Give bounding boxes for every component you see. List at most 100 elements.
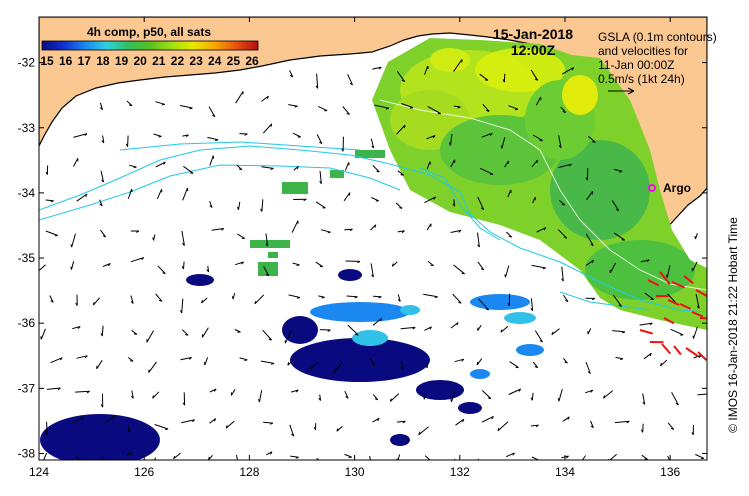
velocity-arrow	[453, 105, 461, 108]
velocity-arrow	[180, 105, 193, 109]
velocity-arrow-head	[400, 366, 404, 370]
velocity-arrow	[127, 135, 129, 147]
velocity-arrow-head	[401, 230, 405, 234]
velocity-arrow-head	[409, 107, 413, 109]
velocity-arrow-head	[480, 207, 484, 211]
velocity-arrow-head	[77, 326, 81, 329]
velocity-arrow	[100, 229, 107, 238]
velocity-arrow-head	[427, 65, 429, 70]
velocity-arrow-head	[244, 359, 248, 362]
velocity-arrow	[130, 295, 134, 304]
velocity-arrow-head	[434, 296, 438, 299]
velocity-arrow	[644, 292, 654, 300]
velocity-arrow	[451, 391, 456, 403]
velocity-arrow	[288, 294, 301, 298]
velocity-arrow	[258, 390, 263, 403]
velocity-arrow	[453, 59, 463, 72]
velocity-arrow-head	[412, 326, 416, 330]
velocity-arrow-head	[640, 429, 644, 433]
x-tick-label: 130	[345, 465, 365, 479]
velocity-arrow-head	[349, 228, 353, 232]
velocity-arrow	[46, 387, 61, 390]
y-tick-label: -32	[18, 56, 36, 70]
velocity-arrow	[558, 163, 572, 168]
velocity-arrow-head	[152, 395, 154, 399]
velocity-arrow-head	[303, 198, 307, 202]
velocity-arrow	[670, 328, 684, 336]
velocity-arrow-head	[401, 79, 405, 83]
velocity-arrow-head	[508, 235, 512, 238]
velocity-arrow-head	[561, 278, 564, 282]
velocity-arrow	[262, 123, 273, 134]
velocity-arrow	[479, 167, 494, 175]
velocity-arrow-head	[93, 302, 95, 306]
velocity-arrow	[603, 390, 614, 399]
x-tick-label: 124	[29, 465, 49, 479]
velocity-arrow	[505, 452, 515, 458]
velocity-arrow-head	[418, 431, 421, 435]
velocity-arrow	[201, 297, 208, 304]
velocity-arrow	[532, 134, 543, 142]
velocity-arrow-head	[534, 78, 538, 81]
velocity-arrow-head	[489, 132, 493, 136]
velocity-arrow	[347, 324, 359, 336]
velocity-arrow-head	[295, 456, 299, 459]
velocity-arrow	[45, 230, 58, 236]
velocity-arrow	[126, 100, 133, 106]
velocity-arrow	[509, 361, 519, 369]
y-tick-label: -38	[18, 446, 36, 460]
x-tick-label: 126	[134, 465, 154, 479]
date-label: 15-Jan-2018	[493, 26, 573, 42]
velocity-arrow-head	[429, 461, 432, 462]
velocity-arrow	[289, 424, 295, 437]
argo-float: Argo	[648, 181, 691, 195]
velocity-arrow-head	[238, 168, 243, 171]
colorbar-tick-label: 19	[115, 54, 129, 68]
velocity-arrow-head	[141, 257, 145, 261]
velocity-arrow-head	[296, 297, 301, 299]
velocity-arrow	[477, 261, 485, 271]
velocity-arrow-head	[161, 103, 165, 106]
velocity-arrow-head	[587, 371, 591, 374]
velocity-arrow-head	[660, 362, 662, 367]
velocity-arrow-head	[163, 161, 166, 165]
velocity-arrow	[265, 233, 269, 247]
velocity-arrow	[482, 103, 490, 112]
velocity-arrow-head	[355, 333, 359, 336]
velocity-arrow	[292, 262, 300, 266]
velocity-arrow	[667, 422, 675, 430]
velocity-arrow-head	[128, 104, 133, 107]
velocity-arrow-head	[480, 268, 485, 271]
velocity-arrow-head	[371, 145, 375, 149]
velocity-arrow	[130, 257, 144, 263]
velocity-arrow	[344, 390, 349, 399]
velocity-arrow	[481, 390, 492, 399]
velocity-arrow-head	[254, 300, 257, 305]
velocity-arrow-head	[569, 163, 572, 167]
velocity-arrow	[71, 261, 75, 270]
velocity-arrow	[558, 388, 563, 402]
velocity-arrow	[551, 328, 560, 336]
velocity-arrow	[181, 298, 184, 314]
velocity-arrow-head	[231, 296, 234, 300]
velocity-arrow	[400, 326, 416, 330]
velocity-arrow	[254, 294, 265, 305]
velocity-arrow-head	[75, 302, 78, 306]
velocity-arrow-head	[215, 139, 219, 142]
velocity-arrow	[666, 265, 671, 278]
velocity-arrow-head	[590, 243, 594, 247]
velocity-arrow	[561, 67, 574, 75]
velocity-arrow	[660, 359, 668, 367]
velocity-arrow-head	[462, 418, 465, 423]
colorbar-tick-label: 26	[245, 54, 259, 68]
velocity-arrow-head	[102, 235, 106, 238]
velocity-arrow	[131, 329, 138, 335]
velocity-arrow-head	[225, 425, 228, 429]
velocity-arrow-head	[162, 272, 166, 275]
velocity-arrow-head	[295, 389, 299, 393]
velocity-arrow-head	[336, 428, 339, 432]
velocity-arrow-head	[429, 326, 432, 330]
velocity-arrow	[370, 224, 377, 231]
velocity-arrow-head	[626, 420, 630, 424]
